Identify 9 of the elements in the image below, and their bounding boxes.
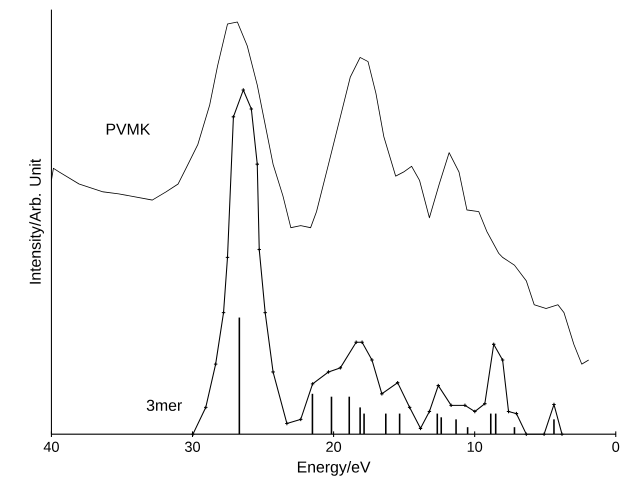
text: PVMK: [106, 124, 150, 135]
x-tick-label: 10: [468, 442, 482, 452]
x-tick-label: 40: [44, 442, 59, 452]
x-tick-label: 20: [326, 442, 342, 452]
y-axis-title: Intensity/Arb. Unit: [29, 158, 44, 284]
series-label: 3mer: [146, 400, 182, 411]
x-axis-title: Energy/eV: [298, 461, 370, 476]
x-tick-label: 30: [185, 442, 200, 452]
x-tick-label: 0: [612, 442, 620, 452]
